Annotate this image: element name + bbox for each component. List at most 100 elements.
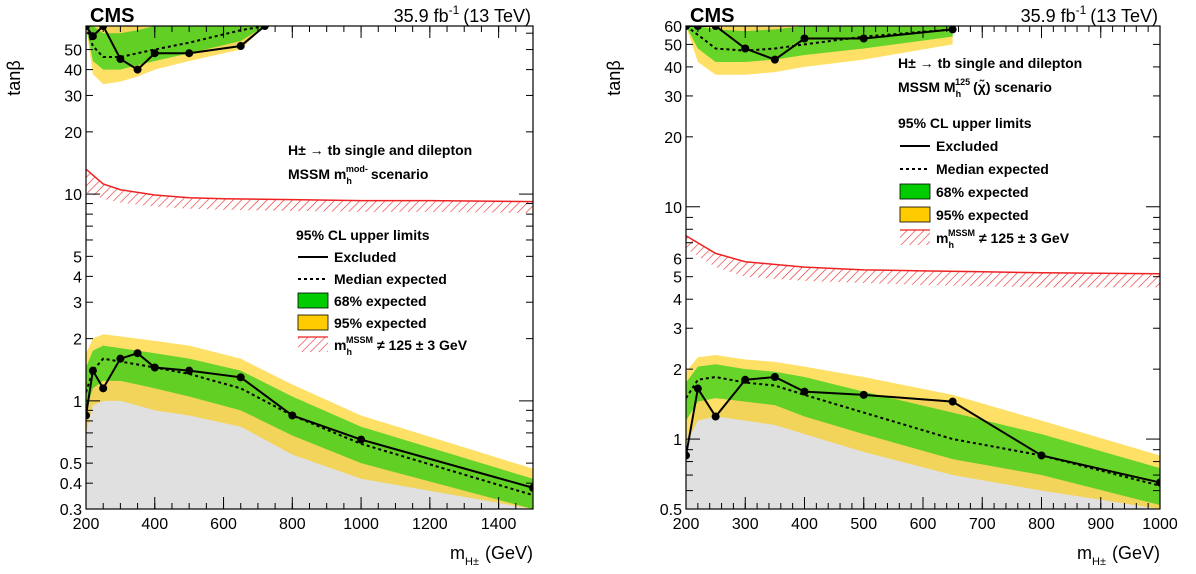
observed-point-low-350 xyxy=(133,349,142,358)
observed-line-high xyxy=(686,26,953,61)
observed-line-low xyxy=(686,375,1160,484)
observed-point-low-650 xyxy=(948,397,957,406)
anno-main: MSSM m xyxy=(288,166,346,182)
anno-sup: 125 xyxy=(955,77,970,87)
band68-low xyxy=(686,364,1160,506)
y-tick-label: 0.3 xyxy=(60,502,82,519)
y-tick-label: 4 xyxy=(73,269,82,286)
lumi-value: 35.9 fb xyxy=(394,6,449,26)
x-axis-label: mH± (GeV) xyxy=(1077,543,1160,568)
y-tick-label: 2 xyxy=(73,332,82,349)
legend-mh-main: m xyxy=(936,230,948,246)
y-tick-label: 10 xyxy=(64,187,82,204)
legend-mh-main: m xyxy=(334,337,346,353)
legend-mh-swatch xyxy=(900,230,930,245)
band68-low xyxy=(86,345,533,509)
observed-point-low-220 xyxy=(88,366,97,375)
mh-band-edge xyxy=(686,235,1160,275)
y-tick-label: 40 xyxy=(664,60,682,77)
x-tick-label: 200 xyxy=(673,516,700,533)
observed-point-low-1500 xyxy=(529,483,533,492)
legend-median-label: Median expected xyxy=(334,271,447,287)
anno-sub: h xyxy=(346,176,352,186)
anno-sub: h xyxy=(956,89,962,99)
plot-area xyxy=(686,26,1160,509)
observed-point-high-500 xyxy=(185,49,194,58)
observed-point-low-250 xyxy=(99,384,108,393)
observed-point-high-400 xyxy=(800,34,809,43)
observed-point-low-200 xyxy=(86,411,90,420)
legend-band95-label: 95% expected xyxy=(936,207,1029,223)
x-tick-label: 1200 xyxy=(412,516,448,533)
observed-point-low-500 xyxy=(859,390,868,399)
mh-hatch-band xyxy=(686,235,1160,288)
observed-point-low-220 xyxy=(693,384,702,393)
observed-point-low-800 xyxy=(288,411,297,420)
x-axis-sub: H± xyxy=(465,556,479,568)
observed-point-high-720 xyxy=(260,26,269,30)
observed-point-high-220 xyxy=(88,32,97,41)
median-expected-line-low xyxy=(686,375,1160,487)
legend-band68-swatch xyxy=(297,292,329,309)
legend-title: 95% CL upper limits xyxy=(296,227,430,243)
observed-point-high-200 xyxy=(686,26,690,30)
legend-mh-swatch xyxy=(298,337,328,352)
x-tick-label: 800 xyxy=(279,516,306,533)
anno-tail: (χ̃) scenario xyxy=(973,78,1052,95)
observed-point-low-500 xyxy=(185,366,194,375)
x-tick-label: 200 xyxy=(73,516,100,533)
y-tick-label: 2 xyxy=(673,362,682,379)
legend-band95-swatch xyxy=(297,314,329,331)
lumi-exponent: -1 xyxy=(1076,3,1087,17)
observed-point-low-400 xyxy=(150,363,159,372)
band68-high xyxy=(86,26,265,70)
observed-point-high-250 xyxy=(711,26,720,30)
annotation-line-1: H± → tb single and dilepton xyxy=(288,142,472,158)
legend-band95-swatch xyxy=(899,206,931,223)
legend-mh-sub: h xyxy=(346,347,352,357)
observed-point-high-650 xyxy=(236,42,245,51)
y-tick-label: 0.4 xyxy=(60,476,82,493)
y-tick-label: 3 xyxy=(673,321,682,338)
observed-point-low-300 xyxy=(741,375,750,384)
x-tick-label: 800 xyxy=(1028,516,1055,533)
y-tick-label: 30 xyxy=(64,88,82,105)
x-axis-main: m xyxy=(450,543,465,563)
y-tick-label: 20 xyxy=(64,125,82,142)
y-tick-label: 0.5 xyxy=(60,456,82,473)
legend-mh-sub: h xyxy=(948,240,954,250)
x-axis-main: m xyxy=(1077,543,1092,563)
observed-point-low-300 xyxy=(116,354,125,363)
legend-mh-label: mh MSSM ≠ 125 ± 3 GeV xyxy=(334,335,468,357)
observed-point-high-300 xyxy=(116,55,125,64)
legend-mh-sup: MSSM xyxy=(346,335,373,345)
legend-band68-swatch xyxy=(899,183,931,200)
legend-median-label: Median expected xyxy=(936,161,1049,177)
lumi-value: 35.9 fb xyxy=(1021,6,1076,26)
y-tick-label: 10 xyxy=(664,200,682,217)
x-tick-label: 300 xyxy=(732,516,759,533)
y-tick-label: 1 xyxy=(673,432,682,449)
observed-point-low-400 xyxy=(800,387,809,396)
observed-point-high-650 xyxy=(948,26,957,34)
luminosity-label: 35.9 fb-1 (13 TeV) xyxy=(1021,3,1158,26)
legend-mh-tail: ≠ 125 ± 3 GeV xyxy=(979,230,1070,246)
lumi-exponent: -1 xyxy=(449,3,460,17)
annotation-line-1: H± → tb single and dilepton xyxy=(898,55,1082,71)
x-tick-label: 700 xyxy=(969,516,996,533)
y-tick-label: 40 xyxy=(64,63,82,80)
observed-point-high-200 xyxy=(86,26,90,30)
observed-point-low-1000 xyxy=(1156,478,1160,487)
observed-point-low-350 xyxy=(770,373,779,382)
observed-point-high-350 xyxy=(770,55,779,64)
anno-main: MSSM M xyxy=(898,79,956,95)
observed-point-low-250 xyxy=(711,412,720,421)
observed-point-low-650 xyxy=(236,373,245,382)
x-tick-label: 600 xyxy=(910,516,937,533)
anno-tail: scenario xyxy=(371,166,429,182)
observed-point-high-300 xyxy=(741,44,750,53)
mh-hatch-band xyxy=(86,169,533,214)
mh-band-edge xyxy=(86,168,533,203)
y-tick-label: 5 xyxy=(673,270,682,287)
